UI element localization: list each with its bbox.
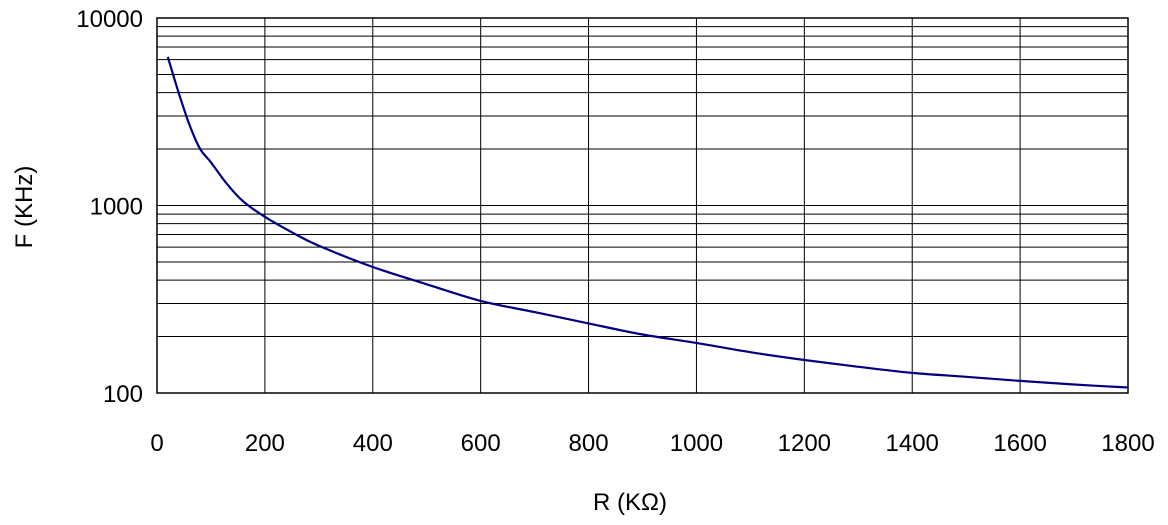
y-axis-label: F (KHz) <box>11 166 38 249</box>
x-tick-labels: 0 200 400 600 800 1000 1200 1400 1600 1800 <box>150 430 1154 457</box>
plot-frame <box>156 17 1129 394</box>
grid-lines <box>157 18 1128 393</box>
y-tick-labels: 100 1000 10000 <box>76 6 143 408</box>
y-tick-label: 100 <box>103 381 143 408</box>
series-line <box>166 56 1129 389</box>
x-axis-label: R (KΩ) <box>593 489 667 516</box>
y-tick-label: 1000 <box>90 194 143 221</box>
x-tick-label: 400 <box>353 430 393 457</box>
x-tick-label: 600 <box>461 430 501 457</box>
x-tick-label: 1400 <box>886 430 939 457</box>
x-tick-label: 1600 <box>993 430 1046 457</box>
x-tick-label: 200 <box>245 430 285 457</box>
x-tick-label: 1800 <box>1101 430 1154 457</box>
x-tick-label: 800 <box>569 430 609 457</box>
x-tick-label: 1000 <box>670 430 723 457</box>
x-tick-label: 0 <box>150 430 163 457</box>
y-tick-label: 10000 <box>76 6 143 33</box>
x-tick-label: 1200 <box>778 430 831 457</box>
